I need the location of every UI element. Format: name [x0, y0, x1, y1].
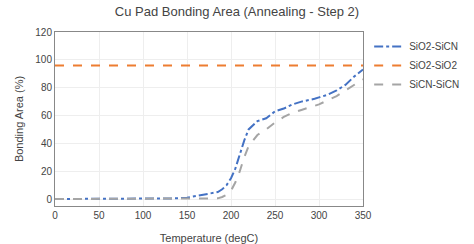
- svg-text:40: 40: [41, 138, 53, 149]
- svg-text:Bonding Area (%): Bonding Area (%): [13, 76, 25, 162]
- svg-text:250: 250: [267, 210, 284, 221]
- svg-text:Cu Pad Bonding Area (Annealing: Cu Pad Bonding Area (Annealing - Step 2): [115, 4, 359, 19]
- svg-text:350: 350: [355, 210, 372, 221]
- svg-text:100: 100: [35, 54, 52, 65]
- svg-text:80: 80: [41, 82, 53, 93]
- svg-text:SiO2-SiCN: SiO2-SiCN: [409, 41, 458, 52]
- svg-text:150: 150: [179, 210, 196, 221]
- svg-text:120: 120: [35, 27, 52, 38]
- svg-text:300: 300: [311, 210, 328, 221]
- svg-text:20: 20: [41, 166, 53, 177]
- svg-text:SiO2-SiO2: SiO2-SiO2: [409, 60, 457, 71]
- svg-text:0: 0: [46, 194, 52, 205]
- svg-text:0: 0: [52, 210, 58, 221]
- svg-text:60: 60: [41, 110, 53, 121]
- svg-text:SiCN-SiCN: SiCN-SiCN: [409, 79, 459, 90]
- svg-text:Temperature (degC): Temperature (degC): [160, 232, 258, 244]
- svg-text:100: 100: [135, 210, 152, 221]
- svg-text:200: 200: [223, 210, 240, 221]
- svg-text:50: 50: [93, 210, 105, 221]
